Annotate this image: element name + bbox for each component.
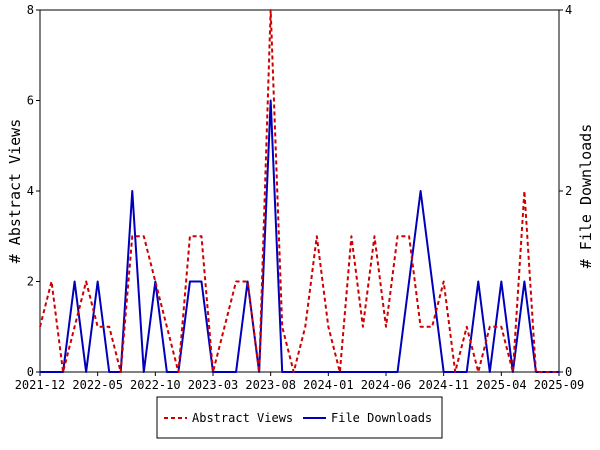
y-axis-left-label: # Abstract Views <box>6 119 24 264</box>
x-tick-label: 2023-03 <box>188 378 239 392</box>
plot-area <box>39 9 560 373</box>
x-tick-label: 2023-08 <box>245 378 296 392</box>
x-tick-label: 2024-11 <box>418 378 469 392</box>
y-left-tick-label: 2 <box>27 275 34 289</box>
y-axis-right: 0 2 4 <box>559 3 572 379</box>
legend-box <box>156 396 443 439</box>
x-tick-label: 2025-09 <box>534 378 585 392</box>
x-tick-label: 2024-01 <box>303 378 354 392</box>
y-right-tick-label: 0 <box>565 365 572 379</box>
y-axis-left: 0 2 4 6 8 <box>27 3 40 379</box>
y-left-tick-label: 4 <box>27 184 34 198</box>
y-right-tick-label: 2 <box>565 184 572 198</box>
y-right-tick-label: 4 <box>565 3 572 17</box>
legend-label-file-downloads: File Downloads <box>331 411 432 425</box>
y-left-tick-label: 8 <box>27 3 34 17</box>
x-tick-label: 2025-04 <box>476 378 527 392</box>
x-tick-label: 2022-05 <box>72 378 123 392</box>
series-line-abstract-views <box>39 9 559 373</box>
x-tick-label: 2022-10 <box>130 378 181 392</box>
y-left-tick-label: 6 <box>27 94 34 108</box>
series-line-file-downloads <box>40 99 559 373</box>
x-axis: 2021-12 2022-05 2022-10 2023-03 2023-08 2024-… <box>15 372 585 392</box>
series-layer <box>39 9 559 373</box>
legend: Abstract Views File Downloads <box>156 396 443 439</box>
y-axis-right-label: # File Downloads <box>577 124 595 269</box>
x-tick-label: 2024-06 <box>361 378 412 392</box>
y-left-tick-label: 0 <box>27 365 34 379</box>
x-tick-label: 2021-12 <box>15 378 66 392</box>
legend-label-abstract-views: Abstract Views <box>192 411 293 425</box>
